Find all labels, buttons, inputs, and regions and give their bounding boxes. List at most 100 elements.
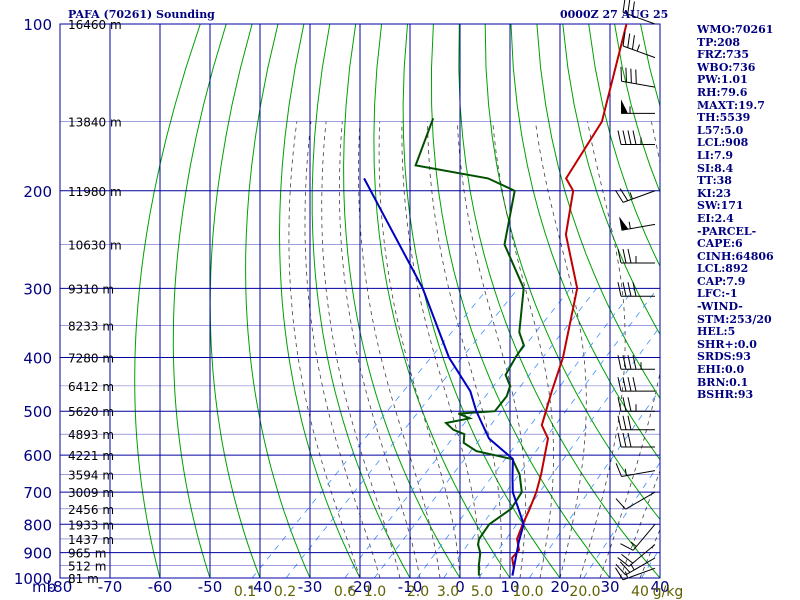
- height-label: 4221 m: [68, 449, 114, 463]
- index-line: TH:5539: [697, 111, 751, 125]
- index-line: KI:23: [697, 186, 732, 200]
- wind-barb: [615, 557, 656, 576]
- moist-adiabat: [304, 121, 381, 578]
- mixing-ratio-label: 1.0: [364, 584, 386, 600]
- pressure-label: 500: [23, 403, 52, 421]
- pressure-label: 1000: [14, 570, 52, 588]
- barb-flag: [617, 355, 622, 370]
- height-label: 7280 m: [68, 352, 114, 366]
- wind-barb: [620, 66, 656, 88]
- barb-flag: [622, 282, 627, 297]
- barb-staff: [625, 557, 656, 576]
- barb-flag: [617, 377, 622, 392]
- index-line: CAPE:6: [697, 237, 743, 251]
- mixing-ratio-label: 2.0: [407, 584, 429, 600]
- mixing-ratio-label: 5.0: [471, 584, 493, 600]
- barb-flag: [619, 561, 631, 573]
- barb-flag: [632, 377, 637, 392]
- height-label: 13840 m: [68, 116, 122, 130]
- wind-barb: [615, 567, 656, 581]
- wind-barb: [620, 523, 656, 551]
- temperature-tick-label: 30: [600, 578, 619, 596]
- pressure-label: 400: [23, 350, 52, 368]
- barb-half-flag: [628, 221, 631, 229]
- barb-flag: [627, 0, 631, 15]
- barb-flag: [627, 130, 632, 145]
- height-label: 3009 m: [68, 486, 114, 500]
- barb-flag: [627, 432, 632, 448]
- temperature-tick-label: -30: [298, 578, 323, 596]
- mixing-ratio-line: [374, 288, 597, 578]
- height-label: 9310 m: [68, 282, 114, 296]
- height-label: 512 m: [68, 560, 106, 574]
- wind-barb: [617, 544, 656, 567]
- wind-barb: [621, 99, 655, 114]
- height-label: 965 m: [68, 547, 106, 561]
- barb-staff: [621, 80, 656, 88]
- barb-flag: [615, 498, 626, 510]
- temperature-tick-label: -60: [148, 578, 173, 596]
- temperature-tick-label: 10: [500, 578, 519, 596]
- barb-flag: [619, 188, 629, 201]
- index-line: FRZ:735: [697, 48, 750, 62]
- moist-adiabat: [535, 121, 587, 578]
- pressure-label: 900: [23, 545, 52, 563]
- barb-staff: [625, 491, 656, 510]
- index-line: LCL:908: [697, 136, 749, 150]
- barb-flag: [622, 397, 627, 412]
- barb-flag: [615, 463, 622, 477]
- height-label: 1437 m: [68, 533, 114, 547]
- barb-flag: [617, 282, 622, 297]
- barb-flag: [632, 355, 637, 370]
- barb-half-flag: [630, 541, 637, 547]
- index-line: STM:253/20: [697, 312, 772, 326]
- temperature-tick-label: -50: [198, 578, 223, 596]
- dry-adiabat: [796, 24, 800, 578]
- wind-barb: [615, 463, 656, 478]
- barb-flag: [617, 432, 622, 448]
- height-label: 2456 m: [68, 503, 114, 517]
- barb-flag: [620, 543, 634, 551]
- index-line: CAP:7.9: [697, 274, 746, 288]
- barb-flag: [615, 190, 624, 203]
- index-line: SHR+:0.0: [697, 337, 757, 351]
- pressure-label: 100: [23, 16, 52, 34]
- dry-adiabat: [343, 24, 461, 578]
- barb-flag: [631, 35, 635, 50]
- wind-barb: [615, 188, 656, 203]
- mixing-ratio-line: [285, 288, 519, 578]
- moist-adiabat: [579, 121, 626, 578]
- height-label: 11980 m: [68, 185, 122, 199]
- moist-adiabat: [401, 121, 481, 578]
- barb-flag: [625, 67, 627, 83]
- barb-staff: [622, 190, 656, 203]
- dry-adiabat: [278, 24, 361, 578]
- barb-flag: [622, 0, 626, 13]
- index-line: LI:7.9: [697, 148, 734, 162]
- index-line: -PARCEL-: [697, 224, 757, 238]
- wind-barb: [622, 31, 656, 59]
- barb-flag: [627, 282, 632, 297]
- index-line: SRDS:93: [697, 350, 751, 364]
- pressure-label: 300: [23, 280, 52, 298]
- mixing-ratio-label: 3.0: [437, 584, 459, 600]
- pressure-label: 600: [23, 447, 52, 465]
- barb-flag: [617, 397, 622, 412]
- barb-flag: [627, 33, 631, 48]
- height-label: 4893 m: [68, 428, 114, 442]
- mixing-ratio-label: 20.0: [569, 584, 600, 600]
- barb-half-flag: [630, 563, 635, 571]
- moist-adiabat: [288, 121, 361, 578]
- height-label: 16460 m: [68, 18, 122, 32]
- pressure-label: 700: [23, 484, 52, 502]
- mixing-ratio-label: 0.1: [234, 584, 256, 600]
- wind-barb: [617, 130, 655, 145]
- barb-half-flag: [636, 44, 641, 52]
- wind-barb: [617, 248, 655, 264]
- temperature-tick-label: -10: [398, 578, 423, 596]
- height-label: 10630 m: [68, 238, 122, 252]
- dewpoint-line: [414, 117, 525, 576]
- index-line: EI:2.4: [697, 211, 734, 225]
- barb-flag: [622, 432, 627, 448]
